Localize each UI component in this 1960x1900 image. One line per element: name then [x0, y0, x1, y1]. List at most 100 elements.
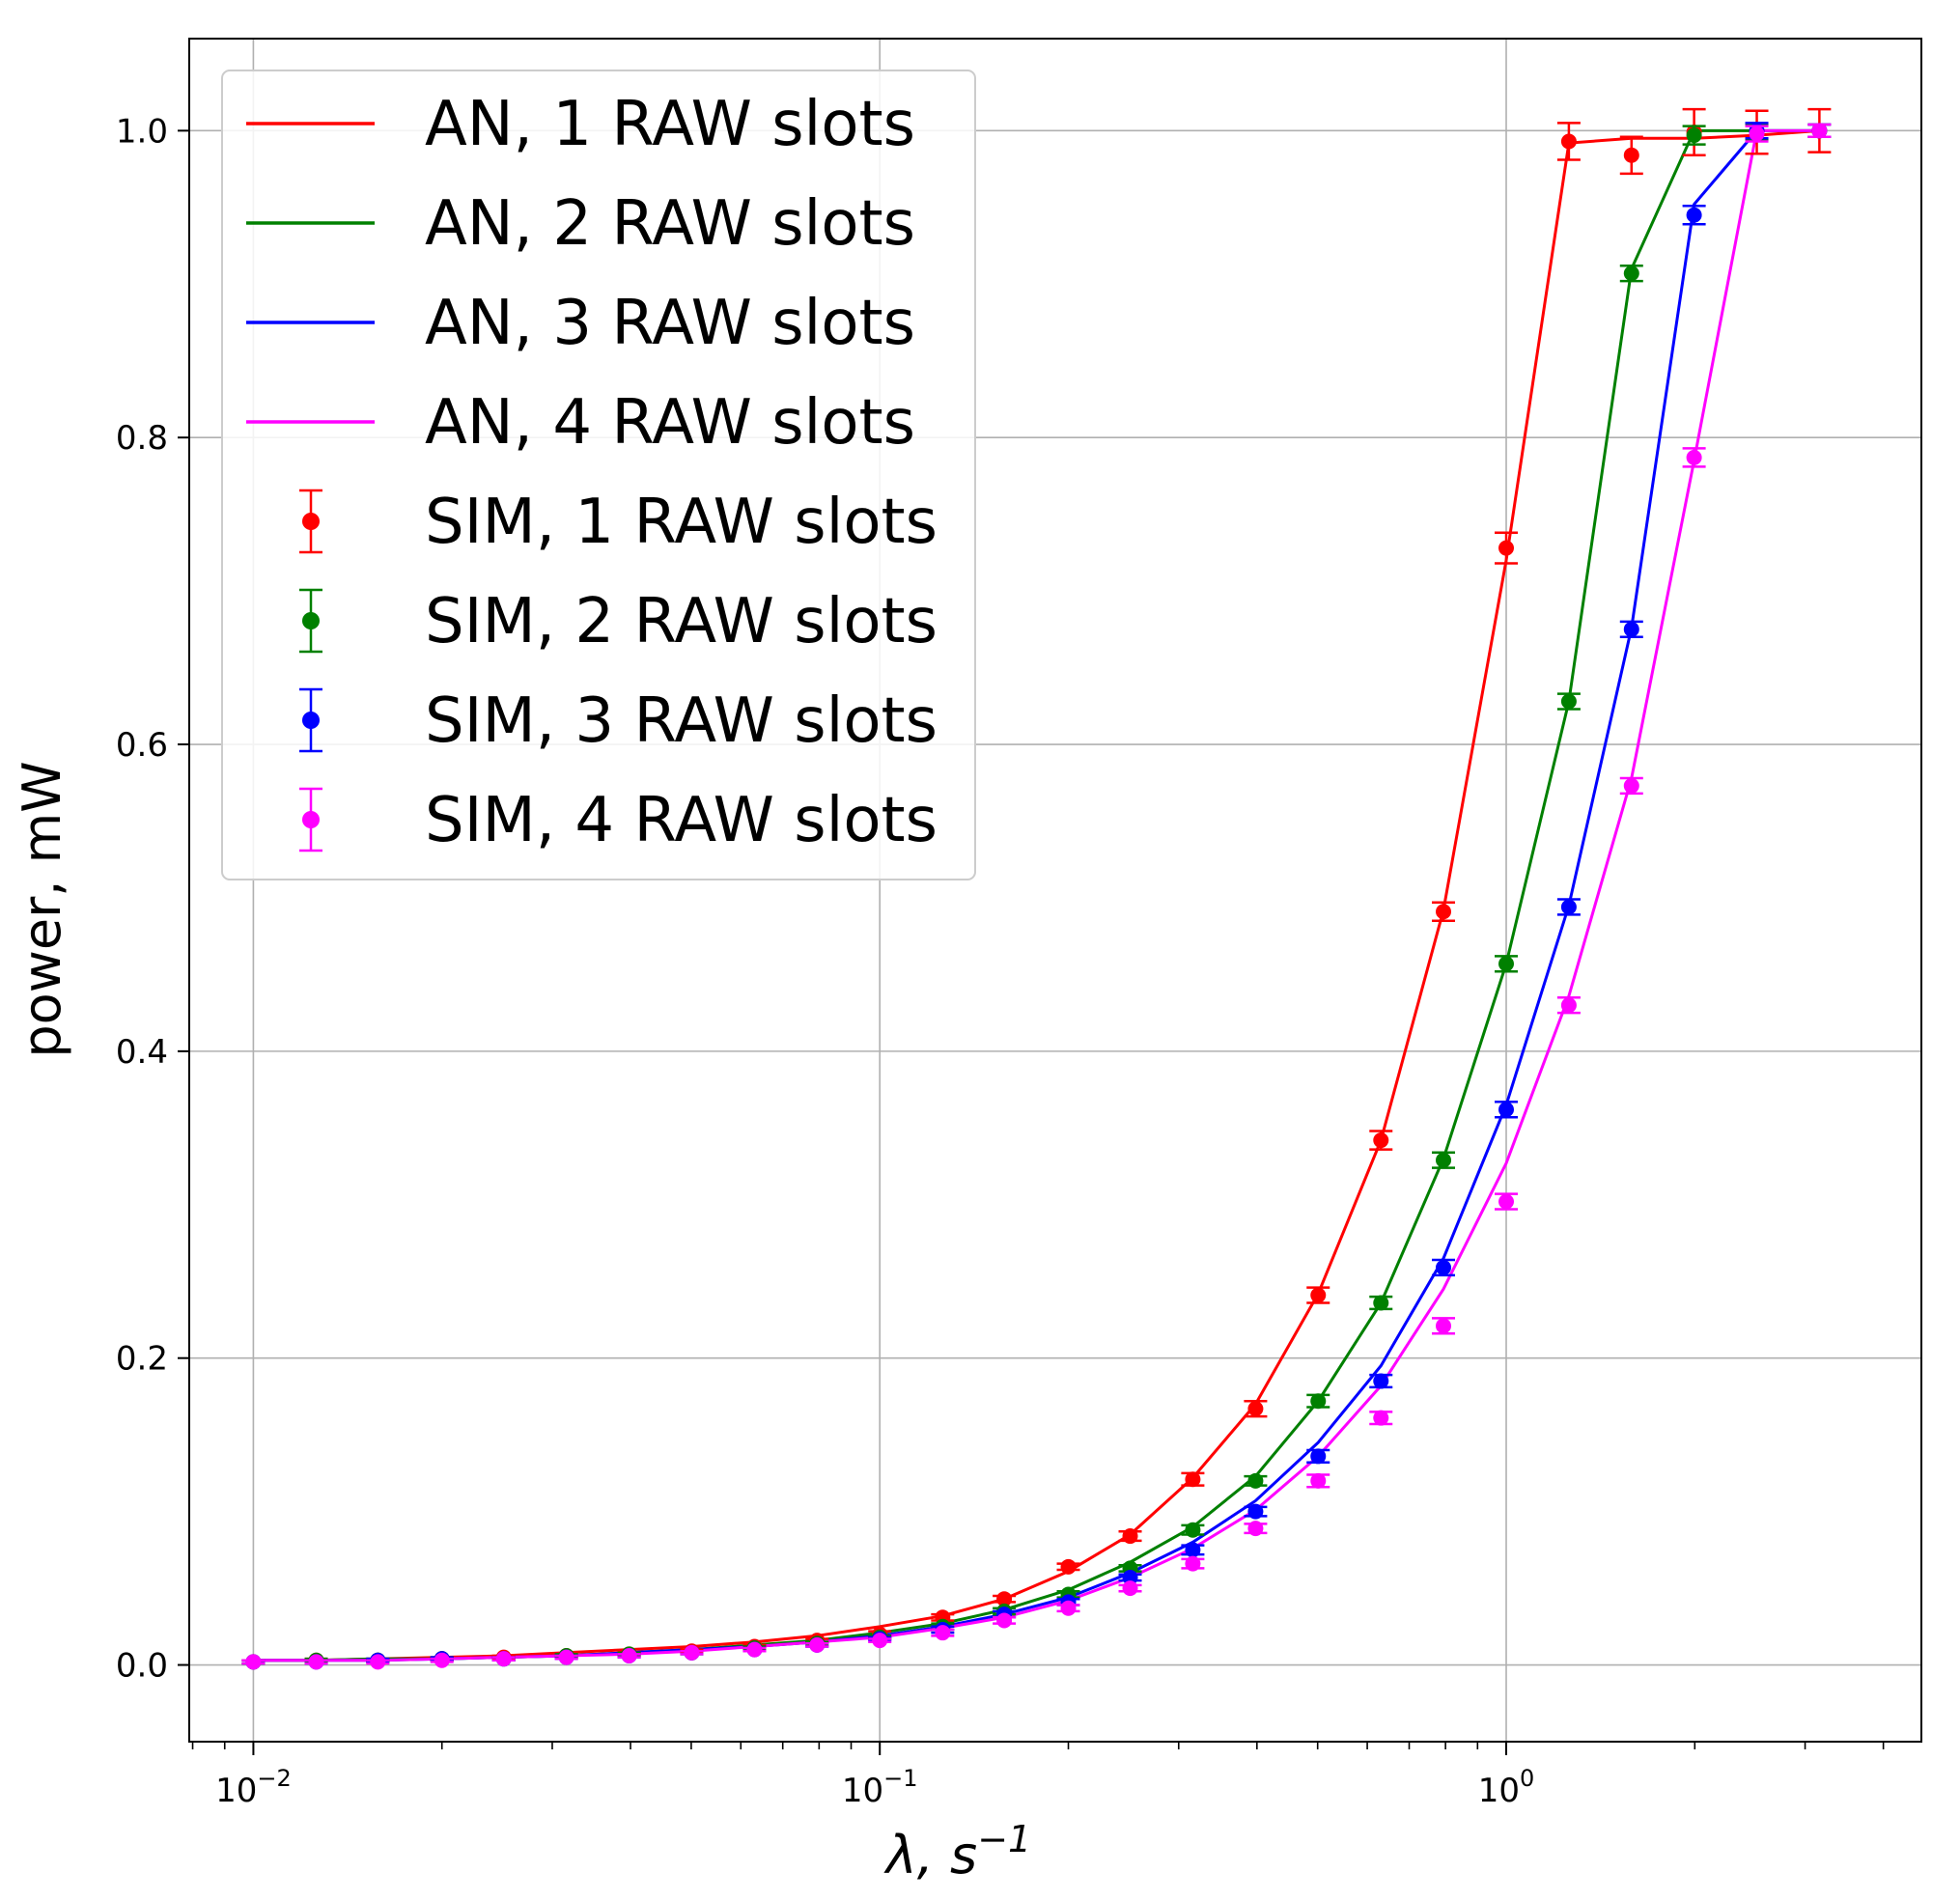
- y-axis-title: power, mW: [12, 761, 72, 1057]
- data-point: [1181, 1522, 1205, 1538]
- marker: [308, 1654, 324, 1670]
- x-axis-title: λ, s−1: [883, 1818, 1031, 1886]
- marker: [1060, 1558, 1077, 1575]
- data-point: [1495, 1192, 1519, 1211]
- data-point: [993, 1591, 1017, 1607]
- marker: [1247, 1521, 1264, 1537]
- y-tick-label: 1.0: [116, 112, 168, 151]
- x-axis-title-main: λ, s: [883, 1825, 977, 1886]
- series-8: [241, 123, 1832, 1670]
- marker: [1498, 956, 1515, 972]
- marker: [1247, 1472, 1264, 1489]
- legend-label: AN, 2 RAW slots: [425, 188, 915, 260]
- legend-label: SIM, 3 RAW slots: [425, 685, 938, 757]
- marker: [1623, 265, 1639, 282]
- data-point: [1495, 531, 1519, 565]
- legend-entry: SIM, 3 RAW slots: [299, 685, 938, 757]
- data-point: [1056, 1600, 1080, 1616]
- marker: [1686, 449, 1702, 465]
- x-tick-base: 10: [1478, 1772, 1520, 1810]
- marker: [558, 1649, 574, 1665]
- data-point: [491, 1651, 516, 1667]
- data-point: [993, 1612, 1017, 1629]
- legend-marker-swatch: [302, 513, 320, 530]
- marker: [809, 1636, 826, 1653]
- data-point: [1432, 1317, 1456, 1335]
- data-point: [554, 1649, 578, 1665]
- x-tick-base: 10: [842, 1772, 883, 1810]
- marker: [1436, 1259, 1452, 1275]
- marker: [1749, 126, 1765, 142]
- data-point: [1495, 1101, 1519, 1119]
- x-tick-base: 10: [215, 1772, 257, 1810]
- data-point: [1244, 1503, 1268, 1520]
- marker: [1185, 1542, 1201, 1558]
- legend-entry: SIM, 2 RAW slots: [299, 586, 938, 657]
- marker: [1560, 997, 1577, 1014]
- data-point: [1619, 135, 1643, 176]
- marker: [1560, 693, 1577, 710]
- x-tick-label: 10−2: [215, 1765, 292, 1810]
- marker: [1498, 540, 1515, 556]
- marker: [1247, 1401, 1264, 1417]
- marker: [495, 1651, 512, 1667]
- data-point: [1056, 1558, 1080, 1575]
- marker: [1310, 1472, 1327, 1489]
- data-point: [617, 1648, 641, 1664]
- x-tick-exp: 0: [1520, 1765, 1534, 1792]
- legend-label: AN, 3 RAW slots: [425, 288, 915, 359]
- data-point: [1682, 204, 1706, 226]
- marker: [1498, 1193, 1515, 1210]
- data-point: [1432, 901, 1456, 923]
- marker: [1560, 899, 1577, 915]
- data-point: [1432, 1151, 1456, 1169]
- marker: [1310, 1448, 1327, 1465]
- data-point: [868, 1633, 892, 1649]
- data-point: [1682, 125, 1706, 146]
- marker: [1436, 1318, 1452, 1334]
- marker: [684, 1644, 700, 1661]
- marker: [1310, 1287, 1327, 1303]
- marker: [996, 1591, 1013, 1607]
- data-point: [1181, 1542, 1205, 1558]
- marker: [1247, 1503, 1264, 1520]
- data-point: [1369, 1130, 1393, 1151]
- legend-marker-swatch: [302, 811, 320, 828]
- y-tick-label: 0.6: [116, 726, 168, 765]
- x-axis-title-sup: −1: [977, 1818, 1031, 1860]
- data-point: [1619, 620, 1643, 639]
- y-tick-label: 0.8: [116, 419, 168, 458]
- marker: [1686, 127, 1702, 144]
- marker: [1436, 1152, 1452, 1168]
- data-point: [1556, 122, 1581, 161]
- data-point: [1369, 1295, 1393, 1311]
- marker: [1373, 1373, 1389, 1389]
- legend-label: AN, 4 RAW slots: [425, 387, 915, 459]
- data-point: [1306, 1448, 1330, 1465]
- data-point: [931, 1625, 955, 1641]
- marker: [1185, 1522, 1201, 1538]
- marker: [872, 1633, 888, 1649]
- legend-label: SIM, 2 RAW slots: [425, 586, 938, 657]
- marker: [996, 1612, 1013, 1629]
- data-point: [1745, 125, 1769, 143]
- marker: [935, 1625, 951, 1641]
- legend-entry: SIM, 4 RAW slots: [299, 785, 938, 856]
- data-point: [1495, 955, 1519, 973]
- data-point: [1369, 1373, 1393, 1389]
- marker: [1373, 1132, 1389, 1149]
- marker: [1310, 1393, 1327, 1410]
- x-tick-label: 100: [1478, 1765, 1535, 1810]
- data-point: [1807, 123, 1832, 139]
- data-point: [241, 1654, 266, 1670]
- legend-label: SIM, 4 RAW slots: [425, 785, 938, 856]
- data-point: [1181, 1471, 1205, 1488]
- data-point: [430, 1652, 454, 1668]
- data-point: [1181, 1555, 1205, 1572]
- data-point: [1369, 1410, 1393, 1426]
- data-point: [1432, 1258, 1456, 1277]
- marker: [245, 1654, 262, 1670]
- marker: [1185, 1555, 1201, 1572]
